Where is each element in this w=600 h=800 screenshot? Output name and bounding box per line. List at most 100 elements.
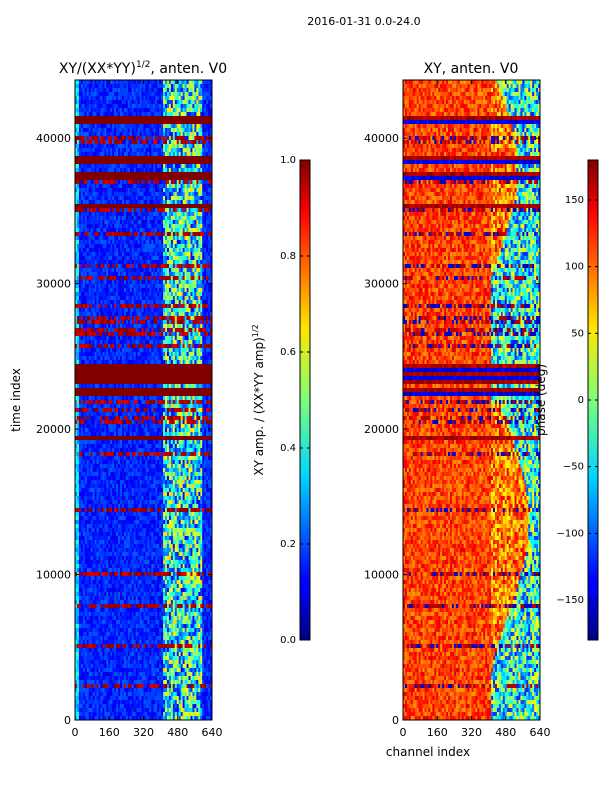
amplitude-cell bbox=[78, 248, 82, 253]
amplitude-cell bbox=[92, 132, 96, 137]
amplitude-cell bbox=[123, 160, 127, 165]
amplitude-cell bbox=[135, 120, 139, 125]
amplitude-cell bbox=[163, 172, 166, 177]
amplitude-cell bbox=[90, 124, 94, 129]
amplitude-cell bbox=[127, 212, 131, 217]
amplitude-cell bbox=[149, 120, 152, 125]
amplitude-cell bbox=[75, 220, 78, 225]
amplitude-cell bbox=[120, 80, 123, 85]
amplitude-cell bbox=[186, 260, 190, 265]
amplitude-cell bbox=[210, 144, 212, 149]
amplitude-cell bbox=[86, 196, 90, 201]
amplitude-cell bbox=[204, 116, 207, 121]
amplitude-cell bbox=[143, 152, 147, 157]
amplitude-cell bbox=[186, 200, 190, 205]
amplitude-cell bbox=[96, 248, 100, 253]
amplitude-cell bbox=[88, 212, 92, 217]
amplitude-cell bbox=[100, 160, 103, 165]
amplitude-cell bbox=[129, 176, 133, 181]
amplitude-cell bbox=[202, 120, 205, 125]
amplitude-cell bbox=[196, 236, 199, 241]
amplitude-cell bbox=[129, 212, 133, 217]
amplitude-cell bbox=[90, 232, 94, 237]
amplitude-cell bbox=[82, 208, 86, 213]
amplitude-cell bbox=[204, 176, 207, 181]
amplitude-cell bbox=[100, 172, 103, 177]
amplitude-cell bbox=[76, 264, 80, 269]
amplitude-cell bbox=[114, 148, 117, 153]
amplitude-cell bbox=[129, 192, 133, 197]
amplitude-cell bbox=[131, 248, 135, 253]
amplitude-cell bbox=[102, 84, 105, 89]
amplitude-cell bbox=[165, 152, 168, 157]
amplitude-cell bbox=[102, 260, 105, 265]
amplitude-cell bbox=[96, 196, 100, 201]
amplitude-cell bbox=[153, 240, 156, 245]
amplitude-cell bbox=[163, 136, 166, 141]
amplitude-cell bbox=[176, 184, 180, 189]
amplitude-cell bbox=[151, 192, 154, 197]
amplitude-cell bbox=[166, 156, 170, 161]
amplitude-cell bbox=[161, 144, 164, 149]
amplitude-cell bbox=[194, 176, 197, 181]
amplitude-cell bbox=[165, 104, 168, 109]
amplitude-cell bbox=[120, 84, 123, 89]
amplitude-cell bbox=[182, 240, 186, 245]
amplitude-cell bbox=[200, 104, 203, 109]
amplitude-cell bbox=[180, 220, 184, 225]
amplitude-cell bbox=[75, 264, 78, 269]
amplitude-cell bbox=[121, 128, 125, 133]
amplitude-cell bbox=[94, 96, 98, 101]
amplitude-cell bbox=[110, 92, 113, 97]
amplitude-cell bbox=[90, 80, 94, 85]
amplitude-cell bbox=[123, 204, 127, 209]
amplitude-cell bbox=[106, 144, 109, 149]
amplitude-cell bbox=[174, 224, 178, 229]
amplitude-cell bbox=[194, 148, 197, 153]
amplitude-cell bbox=[157, 128, 160, 133]
amplitude-cell bbox=[180, 92, 184, 97]
amplitude-cell bbox=[180, 156, 184, 161]
amplitude-cell bbox=[202, 256, 205, 261]
amplitude-cell bbox=[125, 108, 129, 113]
amplitude-cell bbox=[202, 192, 205, 197]
amplitude-cell bbox=[94, 100, 98, 105]
amplitude-cell bbox=[98, 176, 102, 181]
amplitude-cell bbox=[123, 140, 127, 145]
amplitude-cell bbox=[184, 116, 188, 121]
amplitude-cell bbox=[139, 188, 143, 193]
amplitude-cell bbox=[196, 180, 199, 185]
amplitude-cell bbox=[166, 184, 170, 189]
amplitude-cell bbox=[192, 208, 195, 213]
amplitude-cell bbox=[125, 168, 129, 173]
amplitude-cell bbox=[178, 136, 182, 141]
amplitude-cell bbox=[104, 124, 107, 129]
amplitude-cell bbox=[96, 264, 100, 269]
amplitude-cell bbox=[159, 132, 162, 137]
amplitude-cell bbox=[108, 192, 111, 197]
amplitude-cell bbox=[86, 244, 90, 249]
amplitude-cell bbox=[198, 204, 201, 209]
amplitude-cell bbox=[163, 256, 166, 261]
amplitude-cell bbox=[161, 84, 164, 89]
amplitude-cell bbox=[90, 168, 94, 173]
amplitude-cell bbox=[110, 136, 113, 141]
amplitude-cell bbox=[133, 180, 137, 185]
amplitude-cell bbox=[141, 228, 145, 233]
amplitude-cell bbox=[127, 248, 131, 253]
amplitude-cell bbox=[112, 124, 115, 129]
amplitude-cell bbox=[194, 120, 197, 125]
amplitude-cell bbox=[208, 144, 211, 149]
amplitude-cell bbox=[180, 252, 184, 257]
amplitude-cell bbox=[172, 132, 176, 137]
amplitude-cell bbox=[165, 208, 168, 213]
amplitude-cell bbox=[116, 80, 119, 85]
amplitude-cell bbox=[125, 228, 129, 233]
amplitude-cell bbox=[121, 136, 125, 141]
amplitude-cell bbox=[192, 244, 195, 249]
amplitude-cell bbox=[118, 136, 121, 141]
amplitude-cell bbox=[202, 180, 205, 185]
amplitude-cell bbox=[96, 160, 100, 165]
amplitude-cell bbox=[206, 212, 209, 217]
amplitude-cell bbox=[98, 216, 102, 221]
